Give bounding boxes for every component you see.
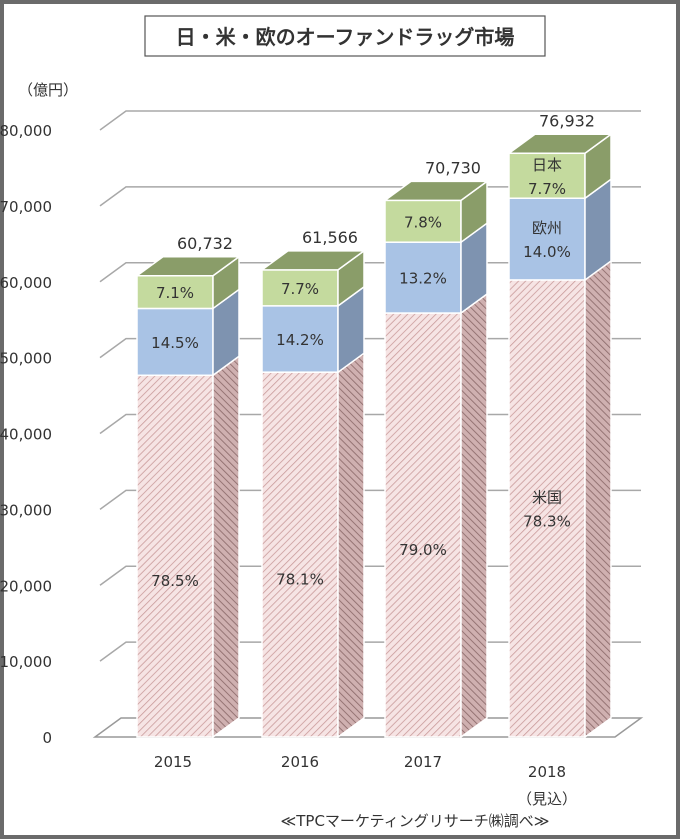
- bar-side-face: [460, 292, 488, 739]
- title-box: [144, 15, 546, 57]
- gridline: [99, 110, 641, 131]
- percent-label: 14.5%: [151, 334, 199, 352]
- bar-side-face: [584, 259, 612, 739]
- bar-segment-eu: [508, 197, 586, 281]
- y-tick-label: 60,000: [0, 274, 52, 292]
- total-label: 76,932: [539, 111, 595, 130]
- bar-segment-us: [261, 371, 339, 738]
- bar-top-face: [259, 250, 367, 271]
- y-tick-label: 70,000: [0, 198, 52, 216]
- y-tick-label: 50,000: [0, 350, 52, 368]
- y-tick-label: 20,000: [0, 577, 52, 595]
- percent-label: 7.1%: [156, 284, 194, 302]
- percent-label: 14.0%: [523, 243, 571, 261]
- percent-label: 14.2%: [276, 331, 324, 349]
- series-name-label: 欧州: [532, 219, 562, 237]
- y-tick-label: 0: [42, 729, 52, 747]
- bar-segment-us: [508, 279, 586, 738]
- bar-top-face: [382, 180, 490, 202]
- y-tick-label: 10,000: [0, 653, 52, 671]
- chart-title: 日・米・欧のオーファンドラッグ市場: [176, 25, 515, 49]
- y-tick-label: 30,000: [0, 501, 52, 519]
- percent-label: 78.5%: [151, 572, 199, 590]
- total-label: 70,730: [425, 158, 481, 177]
- y-tick-label: 40,000: [0, 426, 52, 444]
- category-label: 2015: [154, 753, 192, 771]
- category-label: 2016: [281, 753, 319, 771]
- bar-side-face: [212, 354, 240, 739]
- series-name-label: 日本: [532, 156, 562, 174]
- percent-label: 78.1%: [276, 571, 324, 589]
- percent-label: 79.0%: [399, 541, 447, 559]
- percent-label: 78.3%: [523, 512, 571, 530]
- category-label: 2018: [528, 763, 566, 781]
- percent-label: 7.7%: [281, 280, 319, 298]
- bar-segment-eu: [384, 241, 462, 314]
- percent-label: 7.8%: [404, 213, 442, 231]
- source-note: ≪TPCマーケティングリサーチ㈱調べ≫: [281, 812, 550, 830]
- bar-top-face: [506, 133, 614, 155]
- series-name-label: 米国: [532, 488, 562, 506]
- y-axis-label: （億円）: [18, 81, 78, 99]
- bar-segment-us: [384, 312, 462, 738]
- category-note: （見込）: [517, 790, 577, 808]
- category-label: 2017: [404, 753, 442, 771]
- total-label: 61,566: [302, 228, 358, 247]
- total-label: 60,732: [177, 234, 233, 253]
- y-tick-label: 80,000: [0, 122, 52, 140]
- percent-label: 7.7%: [528, 180, 566, 198]
- percent-label: 13.2%: [399, 270, 447, 288]
- bar-top-face: [134, 255, 242, 277]
- bar-side-face: [337, 351, 365, 739]
- bar-segment-jp: [384, 199, 462, 243]
- bar-segment-us: [136, 374, 214, 738]
